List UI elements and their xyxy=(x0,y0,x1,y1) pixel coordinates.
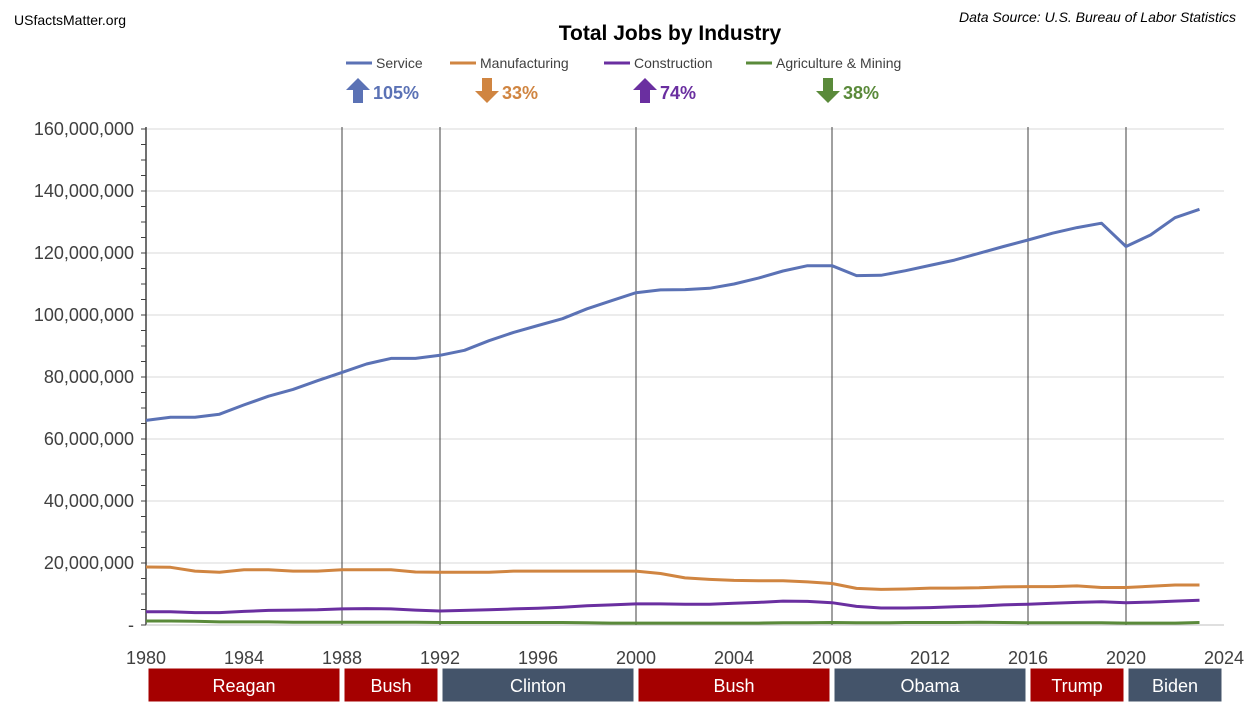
term-bar xyxy=(833,667,1027,703)
term-label: Bush xyxy=(713,676,754,696)
change-percent: 74% xyxy=(660,83,696,103)
x-tick-label: 2012 xyxy=(910,648,950,668)
x-tick-label: 2016 xyxy=(1008,648,1048,668)
legend-label: Construction xyxy=(634,55,713,71)
series-line-manufacturing xyxy=(145,565,1200,591)
data-source-label: Data Source: U.S. Bureau of Labor Statis… xyxy=(958,9,1236,25)
change-percent: 33% xyxy=(502,83,538,103)
y-tick-label: - xyxy=(128,615,134,635)
arrow-up-icon xyxy=(633,78,657,103)
term-bar xyxy=(343,667,439,703)
x-tick-label: 2000 xyxy=(616,648,656,668)
y-tick-label: 20,000,000 xyxy=(44,553,134,573)
arrow-up-icon xyxy=(346,78,370,103)
y-tick-label: 160,000,000 xyxy=(34,119,134,139)
arrow-down-icon xyxy=(475,78,499,103)
y-tick-label: 40,000,000 xyxy=(44,491,134,511)
series-line-agriculture-mining xyxy=(146,619,1200,625)
y-tick-label: 60,000,000 xyxy=(44,429,134,449)
x-tick-label: 2004 xyxy=(714,648,754,668)
x-tick-label: 1980 xyxy=(126,648,166,668)
x-tick-label: 1988 xyxy=(322,648,362,668)
y-tick-label: 80,000,000 xyxy=(44,367,134,387)
y-tick-label: 140,000,000 xyxy=(34,181,134,201)
change-percent: 105% xyxy=(373,83,419,103)
y-tick-label: 120,000,000 xyxy=(34,243,134,263)
term-bar xyxy=(1029,667,1125,703)
x-tick-label: 2024 xyxy=(1204,648,1244,668)
legend-label: Manufacturing xyxy=(480,55,569,71)
x-tick-label: 1992 xyxy=(420,648,460,668)
series-line-service xyxy=(145,207,1200,422)
term-label: Clinton xyxy=(510,676,566,696)
term-bar xyxy=(147,667,341,703)
term-label: Biden xyxy=(1152,676,1198,696)
series-line-construction xyxy=(146,598,1200,615)
term-label: Reagan xyxy=(212,676,275,696)
arrow-down-icon xyxy=(816,78,840,103)
term-bar xyxy=(1127,667,1223,703)
x-tick-label: 2008 xyxy=(812,648,852,668)
y-tick-label: 100,000,000 xyxy=(34,305,134,325)
x-tick-label: 1996 xyxy=(518,648,558,668)
term-label: Trump xyxy=(1051,676,1102,696)
brand-label: USfactsMatter.org xyxy=(14,12,127,28)
term-label: Obama xyxy=(900,676,960,696)
term-bar xyxy=(637,667,831,703)
legend-label: Service xyxy=(376,55,423,71)
term-bar xyxy=(441,667,635,703)
chart-title: Total Jobs by Industry xyxy=(558,22,782,45)
x-tick-label: 2020 xyxy=(1106,648,1146,668)
legend-label: Agriculture & Mining xyxy=(776,55,901,71)
x-tick-label: 1984 xyxy=(224,648,264,668)
term-label: Bush xyxy=(370,676,411,696)
change-percent: 38% xyxy=(843,83,879,103)
